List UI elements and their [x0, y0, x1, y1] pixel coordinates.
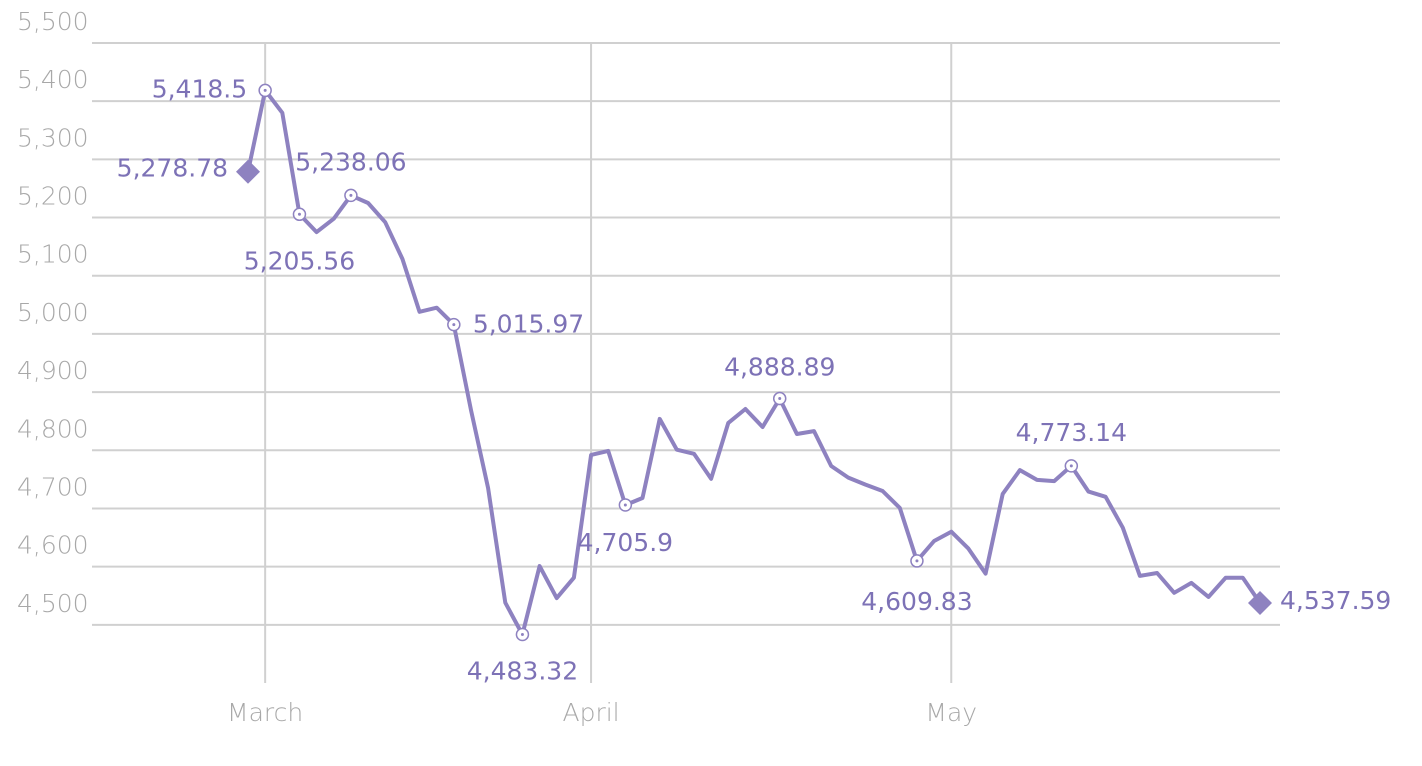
y-tick-label: 5,000: [17, 298, 89, 327]
value-label: 4,705.9: [578, 528, 673, 557]
value-label: 5,238.06: [295, 147, 406, 176]
point-dot: [520, 633, 524, 637]
y-tick-label: 5,500: [17, 7, 89, 36]
y-tick-label: 5,100: [17, 240, 89, 269]
value-label: 4,888.89: [724, 353, 835, 382]
x-tick-label: April: [562, 698, 619, 727]
point-dot: [263, 88, 267, 92]
y-tick-label: 4,900: [17, 356, 89, 385]
end-marker: [1248, 590, 1272, 615]
y-tick-label: 5,200: [17, 182, 89, 211]
value-label: 5,205.56: [244, 246, 355, 275]
point-dot: [297, 212, 301, 216]
y-tick-label: 5,400: [17, 65, 89, 94]
point-dot: [778, 397, 782, 401]
y-tick-label: 4,700: [17, 472, 89, 501]
point-dot: [1069, 464, 1073, 468]
y-tick-label: 4,600: [17, 531, 89, 560]
point-dot: [915, 559, 919, 563]
series-line: [246, 88, 1262, 637]
y-tick-label: 5,300: [17, 123, 89, 152]
value-label: 4,609.83: [861, 587, 972, 616]
value-label: 4,537.59: [1280, 586, 1391, 615]
value-label: 4,483.32: [467, 657, 578, 686]
x-tick-label: March: [227, 698, 303, 727]
y-tick-label: 4,500: [17, 589, 89, 618]
value-label: 4,773.14: [1016, 418, 1127, 447]
value-label: 5,418.5: [152, 74, 247, 103]
point-dot: [452, 323, 456, 327]
y-tick-label: 4,800: [17, 414, 89, 443]
end-marker: [236, 159, 260, 184]
point-dot: [349, 193, 353, 197]
value-label: 5,278.78: [117, 154, 228, 183]
value-label: 5,015.97: [473, 310, 584, 339]
x-tick-label: May: [925, 698, 977, 727]
point-dot: [623, 503, 627, 507]
